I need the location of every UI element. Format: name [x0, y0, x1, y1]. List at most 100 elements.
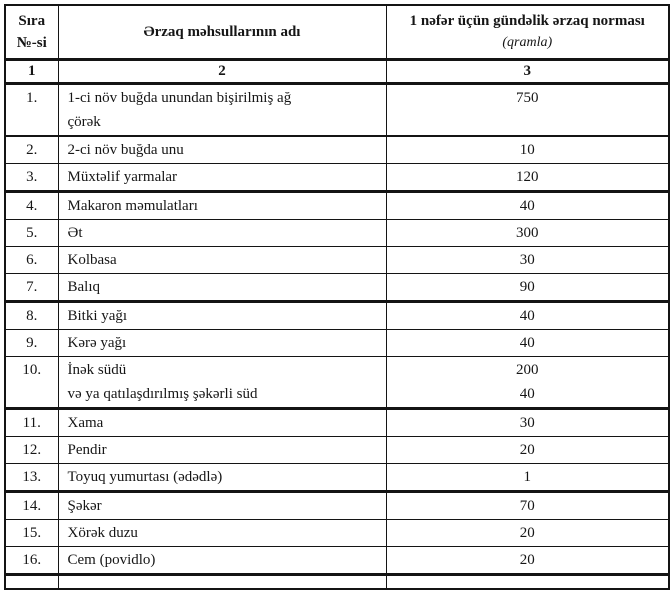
table-row: 7. Balıq 90: [4, 273, 670, 303]
table-row: 5. Ət 300: [4, 219, 670, 247]
header-norm-subtitle: (qramla): [502, 35, 553, 50]
norm-value-line: 40: [519, 308, 535, 324]
norm-value-line: 90: [519, 279, 535, 295]
norm-value-line: 20: [519, 442, 535, 458]
header-norm-title: 1 nəfər üçün gündəlik ərzaq norması: [409, 13, 645, 29]
row-number-cell: 15.: [4, 519, 59, 547]
product-name-line: 1-ci növ buğda unundan bişirilmiş ağ: [67, 90, 292, 106]
table-row: 9. Kərə yağı 40: [4, 329, 670, 357]
product-name-cell: Cem (povidlo): [57, 546, 387, 576]
norm-value-line: 20: [519, 525, 535, 541]
column-number-1: 1: [4, 59, 59, 85]
product-name-cell: İnək südü və ya qatılaşdırılmış şəkərli s…: [57, 356, 387, 410]
partial-cell: [57, 573, 387, 590]
row-number-cell: 3.: [4, 163, 59, 193]
norm-value-line: 200: [516, 362, 539, 378]
product-name-cell: Bitki yağı: [57, 301, 387, 330]
norm-value-line: 40: [519, 198, 535, 214]
table-row: 12. Pendir 20: [4, 436, 670, 464]
norm-value-cell: 30: [385, 408, 670, 437]
norm-value-cell: 40: [385, 191, 670, 220]
product-name-line: Toyuq yumurtası (ədədlə): [67, 469, 223, 485]
row-number-cell: 4.: [4, 191, 59, 220]
norm-value-cell: 200 40: [385, 356, 670, 410]
norm-value-cell: 40: [385, 329, 670, 357]
column-number-2: 2: [57, 59, 387, 85]
product-name-line: Müxtəlif yarmalar: [67, 169, 178, 185]
product-name-line: Pendir: [67, 442, 107, 458]
row-number-cell: 6.: [4, 246, 59, 274]
header-cell-product-name: Ərzaq məhsullarının adı: [57, 4, 387, 61]
partial-cell: [4, 573, 59, 590]
column-numbering-row: 1 2 3: [4, 59, 670, 85]
norm-value-cell: 300: [385, 219, 670, 247]
row-number-cell: 9.: [4, 329, 59, 357]
norm-value-line: 300: [516, 225, 539, 241]
row-number-cell: 1.: [4, 83, 59, 137]
product-name-cell: Makaron məmulatları: [57, 191, 387, 220]
clipped-partial-row: [4, 573, 670, 590]
product-name-line: və ya qatılaşdırılmış şəkərli süd: [67, 386, 258, 402]
food-norms-table: Sıra №-si Ərzaq məhsullarının adı 1 nəfə…: [4, 4, 670, 590]
partial-row: [4, 573, 670, 590]
row-number-cell: 5.: [4, 219, 59, 247]
product-name-line: Cem (povidlo): [67, 552, 156, 568]
product-name-cell: Pendir: [57, 436, 387, 464]
row-number-cell: 8.: [4, 301, 59, 330]
product-name-line: Xama: [67, 415, 104, 431]
header-number-line1: Sıra: [18, 13, 46, 29]
row-number-cell: 7.: [4, 273, 59, 303]
product-name-line: Kərə yağı: [67, 335, 127, 351]
table-row: 13. Toyuq yumurtası (ədədlə) 1: [4, 463, 670, 493]
header-cell-number: Sıra №-si: [4, 4, 59, 61]
product-name-cell: Balıq: [57, 273, 387, 303]
table-row: 11. Xama 30: [4, 408, 670, 437]
norm-value-cell: 70: [385, 491, 670, 520]
row-number-cell: 11.: [4, 408, 59, 437]
norm-value-cell: 20: [385, 546, 670, 576]
column-number-3: 3: [385, 59, 670, 85]
norm-value-cell: 1: [385, 463, 670, 493]
norm-value-line: 10: [519, 142, 535, 158]
product-name-line: Ət: [67, 225, 83, 241]
partial-cell: [385, 573, 670, 590]
row-number-cell: 10.: [4, 356, 59, 410]
table-row: 16. Cem (povidlo) 20: [4, 546, 670, 576]
row-number-cell: 13.: [4, 463, 59, 493]
table-body: 1. 1-ci növ buğda unundan bişirilmiş ağ ç…: [4, 83, 670, 576]
norm-value-line: 40: [519, 386, 535, 402]
product-name-cell: Kərə yağı: [57, 329, 387, 357]
product-name-cell: Kolbasa: [57, 246, 387, 274]
norm-value-line: 750: [516, 90, 539, 106]
norm-value-line: 70: [519, 498, 535, 514]
product-name-line: Xörək duzu: [67, 525, 138, 541]
row-number-cell: 12.: [4, 436, 59, 464]
product-name-cell: 1-ci növ buğda unundan bişirilmiş ağ çörə…: [57, 83, 387, 137]
norm-value-line: 30: [519, 415, 535, 431]
row-number-cell: 16.: [4, 546, 59, 576]
norm-value-cell: 30: [385, 246, 670, 274]
product-name-line: Bitki yağı: [67, 308, 128, 324]
table-row: 14. Şəkər 70: [4, 491, 670, 520]
product-name-cell: Toyuq yumurtası (ədədlə): [57, 463, 387, 493]
product-name-line: İnək südü: [67, 362, 127, 378]
product-name-cell: Xörək duzu: [57, 519, 387, 547]
norm-value-line: 20: [519, 552, 535, 568]
product-name-line: 2-ci növ buğda unu: [67, 142, 184, 158]
norm-value-cell: 10: [385, 135, 670, 164]
table-row: 4. Makaron məmulatları 40: [4, 191, 670, 220]
norm-value-line: 40: [519, 335, 535, 351]
norm-value-cell: 20: [385, 436, 670, 464]
header-row: Sıra №-si Ərzaq məhsullarının adı 1 nəfə…: [4, 4, 670, 61]
product-name-line: çörək: [67, 114, 101, 130]
table-row: 15. Xörək duzu 20: [4, 519, 670, 547]
table-row: 10. İnək südü və ya qatılaşdırılmış şəkər…: [4, 356, 670, 410]
product-name-line: Makaron məmulatları: [67, 198, 198, 214]
product-name-line: Şəkər: [67, 498, 102, 514]
table-row: 3. Müxtəlif yarmalar 120: [4, 163, 670, 193]
product-name-line: Kolbasa: [67, 252, 117, 268]
norm-value-cell: 120: [385, 163, 670, 193]
header-number-line2: №-si: [16, 35, 47, 51]
norm-value-cell: 90: [385, 273, 670, 303]
norm-value-line: 1: [523, 469, 532, 485]
